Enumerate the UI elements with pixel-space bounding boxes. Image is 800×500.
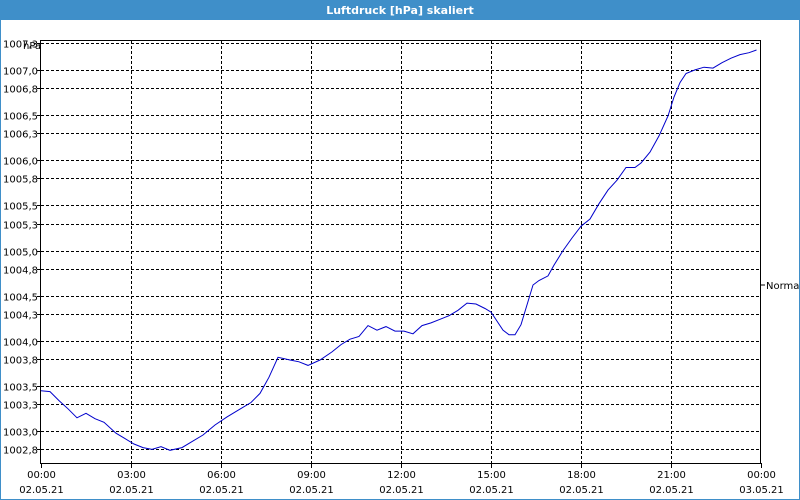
series-layer xyxy=(40,49,757,451)
x-tick-time-label: 18:00 xyxy=(567,470,596,481)
y-axis-unit-label: hPa xyxy=(23,41,41,52)
x-tick-date-label: 02.05.21 xyxy=(19,485,64,496)
window-title: Luftdruck [hPa] skaliert xyxy=(1,1,799,20)
x-tick-date-label: 02.05.21 xyxy=(469,485,514,496)
x-tick-time-label: 15:00 xyxy=(477,470,506,481)
x-tick-time-label: 00:00 xyxy=(27,470,56,481)
y-tick-label: 1003,5 xyxy=(3,383,38,394)
y-tick-label: 1002,8 xyxy=(3,446,38,457)
x-tick-time-label: 03:00 xyxy=(117,470,146,481)
y-tick-label: 1003,3 xyxy=(3,401,38,412)
x-tick-time-label: 00:00 xyxy=(747,470,776,481)
x-axis-ticks: 00:00 02.05.21 03:00 02.05.21 06:00 02.05.21 0… xyxy=(19,463,784,496)
x-tick-time-label: 09:00 xyxy=(297,470,326,481)
x-tick-date-label: 02.05.21 xyxy=(199,485,244,496)
x-tick-time-label: 12:00 xyxy=(387,470,416,481)
y-tick-label: 1006,3 xyxy=(3,130,38,141)
y-tick-label: 1005,0 xyxy=(3,248,38,259)
y-tick-label: 1005,3 xyxy=(3,221,38,232)
y-tick-label: 1006,0 xyxy=(3,157,38,168)
grid-lines xyxy=(41,41,761,463)
normal-reference: Normal xyxy=(761,281,799,292)
y-tick-label: 1004,5 xyxy=(3,293,38,304)
x-tick-date-label: 02.05.21 xyxy=(109,485,154,496)
y-tick-label: 1005,5 xyxy=(3,202,38,213)
x-tick-date-label: 02.05.21 xyxy=(649,485,694,496)
y-tick-label: 1003,0 xyxy=(3,428,38,439)
y-tick-label: 1004,3 xyxy=(3,311,38,322)
y-tick-label: 1006,5 xyxy=(3,112,38,123)
y-tick-label: 1003,8 xyxy=(3,356,38,367)
y-tick-label: 1004,8 xyxy=(3,266,38,277)
x-tick-date-label: 03.05.21 xyxy=(739,485,784,496)
x-tick-time-label: 21:00 xyxy=(657,470,686,481)
y-tick-label: 1007,0 xyxy=(3,67,38,78)
x-tick-date-label: 02.05.21 xyxy=(559,485,604,496)
y-axis-ticks: 1002,8 1003,0 1003,3 1003,5 1003,8 1004,0 1004… xyxy=(3,40,41,457)
x-tick-date-label: 02.05.21 xyxy=(289,485,334,496)
y-tick-label: 1004,0 xyxy=(3,338,38,349)
x-tick-date-label: 02.05.21 xyxy=(379,485,424,496)
y-tick-label: 1005,8 xyxy=(3,175,38,186)
x-tick-time-label: 06:00 xyxy=(207,470,236,481)
y-tick-label: 1007,3 xyxy=(3,40,38,51)
normal-reference-label: Normal xyxy=(766,281,799,292)
y-tick-label: 1006,8 xyxy=(3,85,38,96)
luftdruck-series-line xyxy=(40,49,757,451)
